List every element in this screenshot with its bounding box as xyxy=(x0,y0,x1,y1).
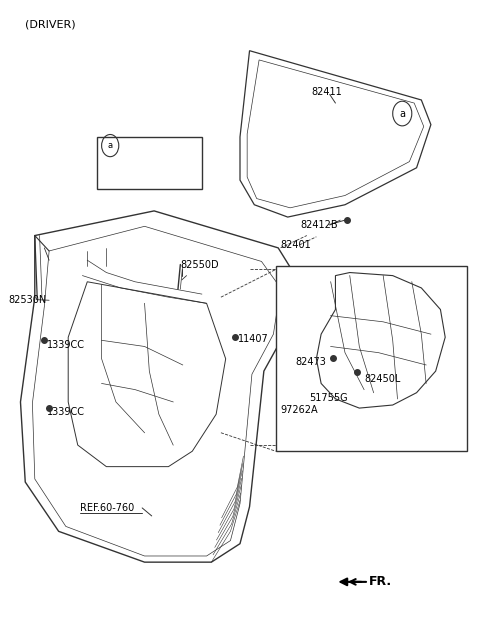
Text: REF.60-760: REF.60-760 xyxy=(80,503,134,513)
Text: 11407: 11407 xyxy=(238,334,268,344)
Text: 82550D: 82550D xyxy=(180,260,219,270)
Text: 82411: 82411 xyxy=(312,87,342,97)
Text: 82450L: 82450L xyxy=(364,374,400,384)
Text: a: a xyxy=(108,141,113,150)
FancyBboxPatch shape xyxy=(136,167,162,180)
Text: 82473: 82473 xyxy=(295,357,326,367)
Text: 97262A: 97262A xyxy=(281,405,318,415)
Text: 82412B: 82412B xyxy=(300,220,338,230)
Text: FR.: FR. xyxy=(369,576,392,589)
Text: 96111A: 96111A xyxy=(123,139,160,149)
Text: 1339CC: 1339CC xyxy=(47,340,85,350)
Text: 82401: 82401 xyxy=(281,240,312,251)
FancyBboxPatch shape xyxy=(97,137,202,189)
Text: 82530N: 82530N xyxy=(9,295,47,305)
Bar xyxy=(276,266,467,451)
Text: (DRIVER): (DRIVER) xyxy=(25,19,76,29)
Text: 1339CC: 1339CC xyxy=(47,407,85,417)
Text: 51755G: 51755G xyxy=(309,392,348,402)
Text: a: a xyxy=(399,108,405,119)
